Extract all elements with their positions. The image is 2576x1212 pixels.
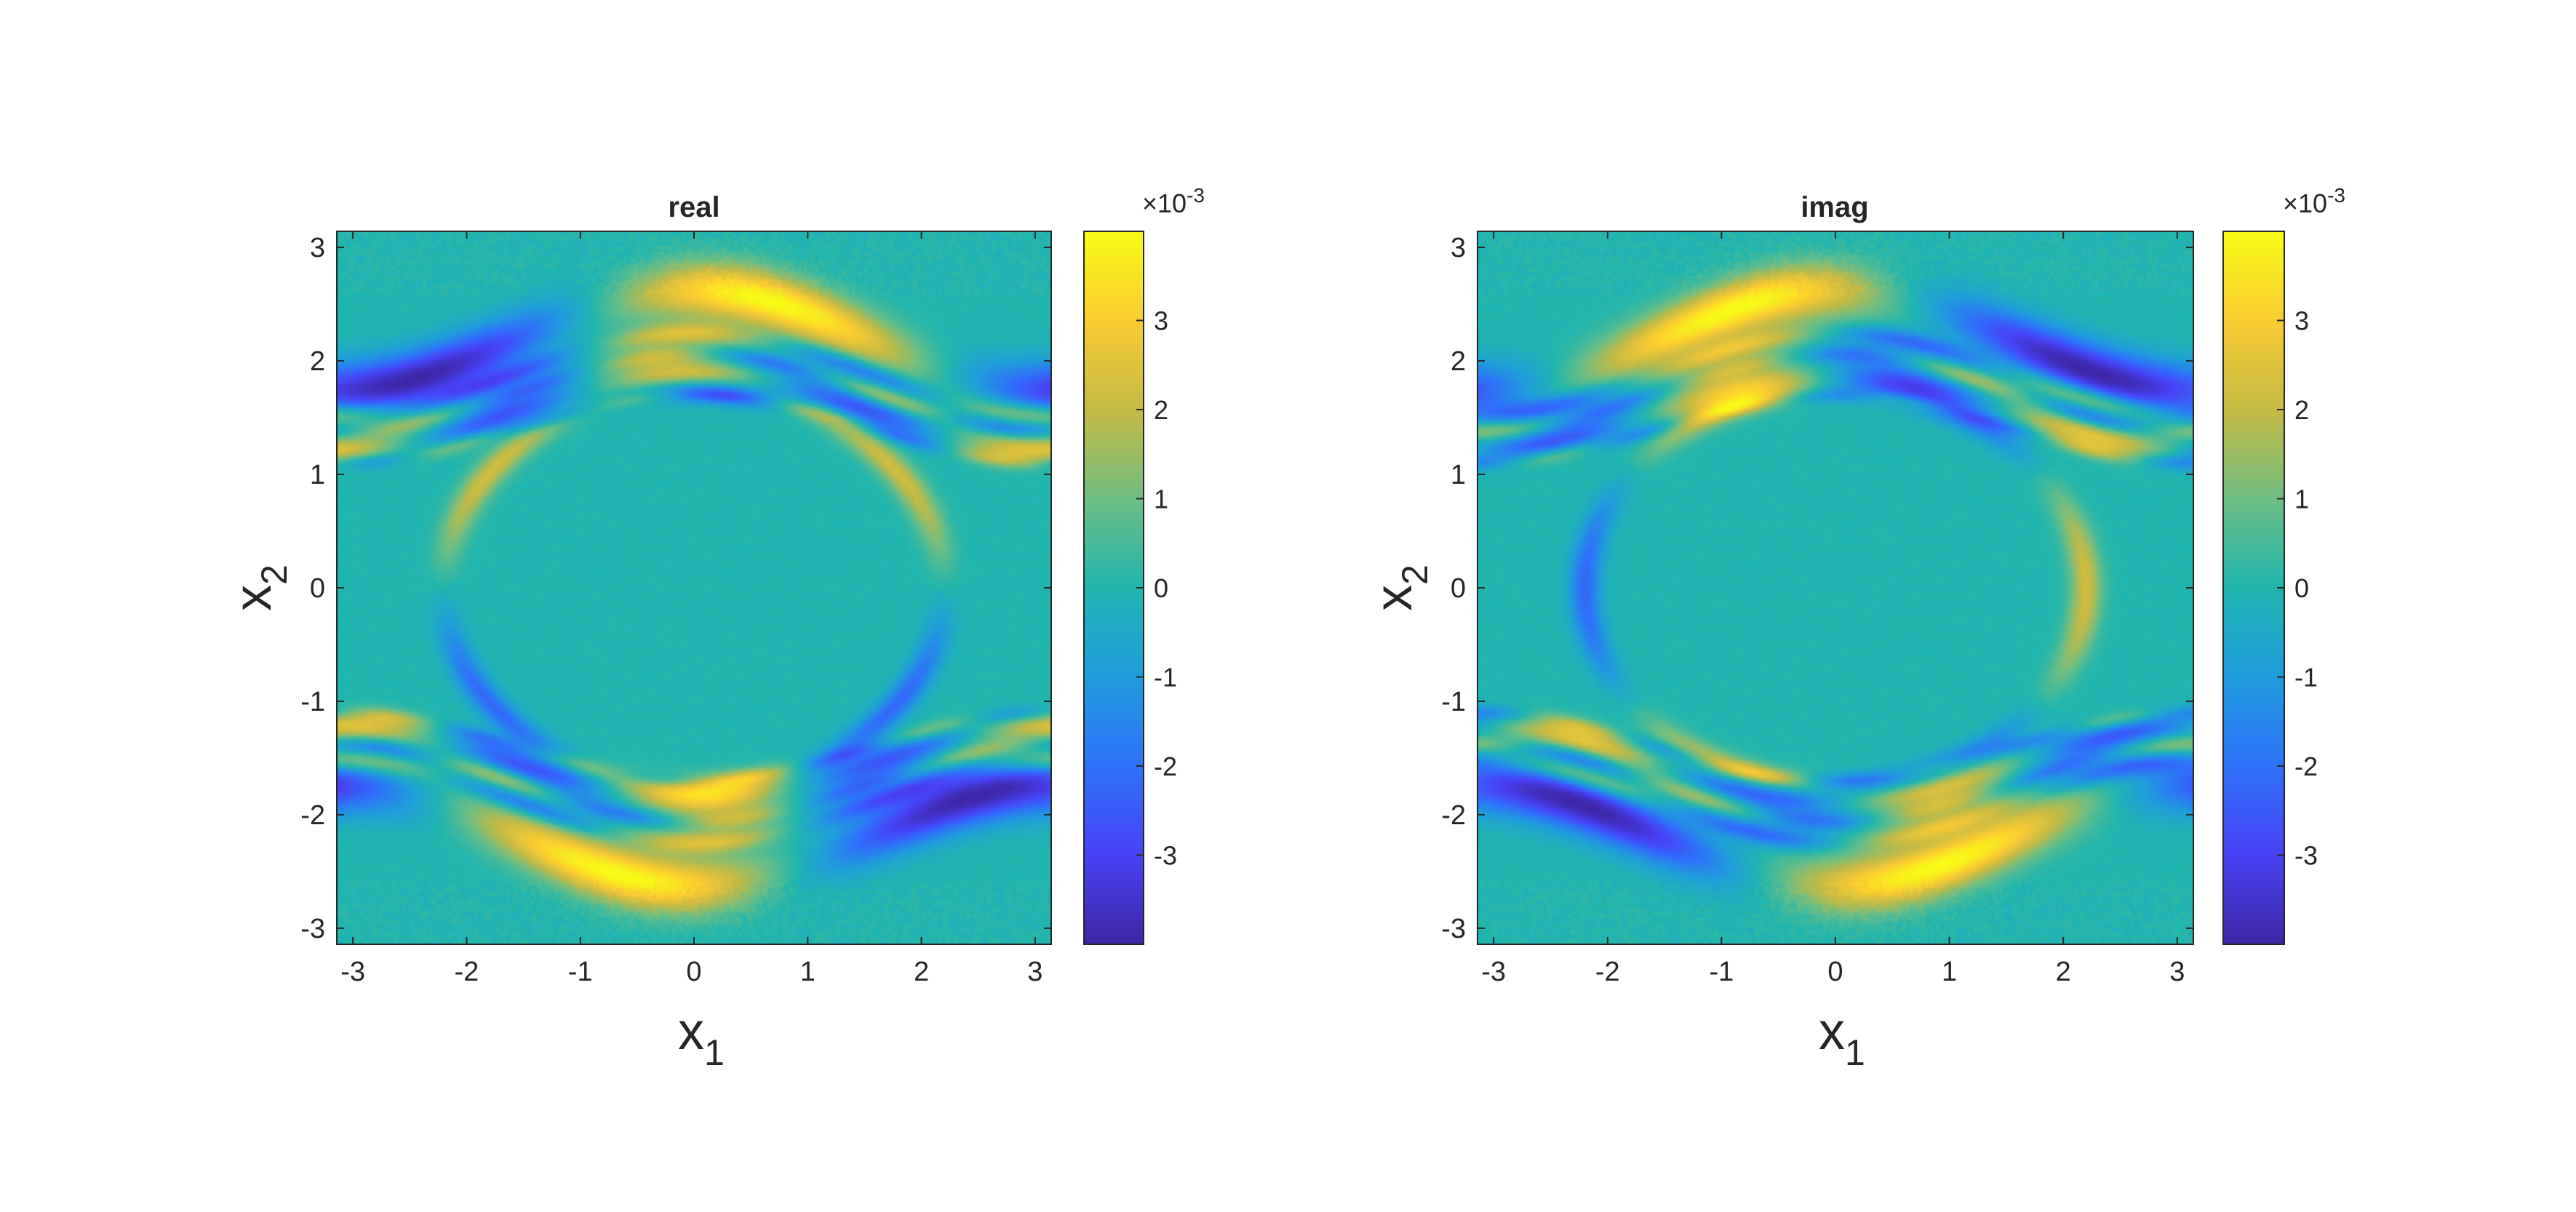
y-tick-label: 2 bbox=[310, 346, 325, 377]
colorbar-tick-label: -2 bbox=[1154, 751, 1177, 781]
heatmap-real bbox=[337, 231, 1051, 944]
colorbar-exponent-value-imag: -3 bbox=[2327, 184, 2345, 207]
colorbar-tick-label: -1 bbox=[1154, 663, 1177, 693]
x-tick-label: -2 bbox=[1595, 957, 1620, 987]
colorbar-tick-label: 2 bbox=[1154, 395, 1168, 425]
colorbar-ticks-imag: -3 -2 -1 0 1 2 3 bbox=[2277, 306, 2318, 871]
x-axis-label-real-main: x bbox=[678, 1002, 704, 1061]
colorbar-ticks-real: -3 -2 -1 0 1 2 3 bbox=[1136, 306, 1177, 871]
plot-title-imag: imag bbox=[1801, 191, 1868, 223]
colorbar-tick-label: 2 bbox=[2294, 395, 2309, 425]
y-axis-label-imag: x2 bbox=[1365, 565, 1435, 611]
x-tick-label: 0 bbox=[1827, 957, 1843, 987]
x-tick-label: 2 bbox=[2056, 957, 2071, 987]
colorbar-image-imag bbox=[2223, 231, 2284, 944]
heatmap-image-imag bbox=[1478, 231, 2193, 944]
y-tick-label: 1 bbox=[310, 460, 325, 490]
colorbar-tick-label: 0 bbox=[2294, 573, 2309, 603]
y-tick-label: -3 bbox=[1441, 914, 1466, 944]
colorbar-exponent-value-real: -3 bbox=[1187, 184, 1205, 207]
x-tick-label: 0 bbox=[686, 957, 701, 987]
y-tick-label: 0 bbox=[1451, 573, 1466, 604]
y-tick-label: -1 bbox=[1441, 687, 1466, 717]
colorbar-tick-label: -3 bbox=[2294, 841, 2318, 871]
colorbar-exponent-real: ×10-3 bbox=[1142, 184, 1205, 218]
x-tick-label: 2 bbox=[914, 957, 929, 987]
y-tick-label: -3 bbox=[300, 914, 325, 944]
x-tick-label: -1 bbox=[568, 957, 593, 987]
heatmap-imag bbox=[1478, 231, 2193, 944]
colorbar-exponent-imag: ×10-3 bbox=[2283, 184, 2345, 218]
x-axis-label-real-sub: 1 bbox=[704, 1032, 725, 1073]
y-tick-label: -2 bbox=[300, 800, 325, 831]
colorbar-tick-label: 3 bbox=[2294, 306, 2309, 336]
x-tick-label: 1 bbox=[1942, 957, 1957, 987]
x-tick-label: 3 bbox=[2169, 957, 2185, 987]
heatmap-image-real bbox=[337, 231, 1051, 944]
y-ticks-imag: -3 -2 -1 0 1 2 3 bbox=[1441, 233, 2193, 944]
y-axis-label-real: x2 bbox=[224, 565, 295, 611]
y-tick-label: 3 bbox=[1451, 233, 1466, 263]
colorbar-tick-label: 0 bbox=[1154, 573, 1168, 603]
y-tick-label: -1 bbox=[300, 687, 325, 717]
x-axis-label-imag-sub: 1 bbox=[1845, 1032, 1865, 1073]
plot-title-real: real bbox=[668, 191, 719, 223]
colorbar-tick-label: 1 bbox=[1154, 485, 1168, 514]
colorbar-tick-label: -2 bbox=[2294, 751, 2318, 781]
y-tick-label: 2 bbox=[1451, 346, 1466, 377]
colorbar-tick-label: -1 bbox=[2294, 663, 2318, 693]
x-axis-label-imag-main: x bbox=[1819, 1002, 1845, 1061]
colorbar-tick-label: -3 bbox=[1154, 841, 1177, 871]
x-axis-label-imag: x1 bbox=[1819, 1002, 1865, 1073]
y-tick-label: 1 bbox=[1451, 460, 1466, 490]
x-axis-label-real: x1 bbox=[678, 1002, 725, 1073]
y-axis-label-imag-sub: 2 bbox=[1395, 565, 1435, 585]
x-tick-label: -2 bbox=[455, 957, 479, 987]
colorbar-image-real bbox=[1084, 231, 1144, 944]
x-ticks-real: -3 -2 -1 0 1 2 3 bbox=[340, 231, 1042, 987]
y-axis-label-real-sub: 2 bbox=[254, 565, 295, 585]
x-tick-label: 1 bbox=[800, 957, 816, 987]
x-tick-label: -1 bbox=[1709, 957, 1734, 987]
y-axis-label-imag-main: x bbox=[1365, 585, 1423, 611]
y-tick-label: 0 bbox=[310, 573, 325, 604]
colorbar-tick-label: 3 bbox=[1154, 306, 1168, 336]
colorbar-exponent-prefix-imag: ×10 bbox=[2283, 188, 2327, 218]
y-tick-label: 3 bbox=[310, 233, 325, 263]
y-tick-label: -2 bbox=[1441, 800, 1466, 831]
x-tick-label: -3 bbox=[340, 957, 365, 987]
x-ticks-imag: -3 -2 -1 0 1 2 3 bbox=[1481, 231, 2185, 987]
y-axis-label-real-main: x bbox=[224, 585, 282, 611]
y-ticks-real: -3 -2 -1 0 1 2 3 bbox=[300, 233, 1051, 944]
x-tick-label: -3 bbox=[1481, 957, 1506, 987]
colorbar-tick-label: 1 bbox=[2294, 485, 2309, 514]
x-tick-label: 3 bbox=[1027, 957, 1042, 987]
colorbar-exponent-prefix-real: ×10 bbox=[1142, 188, 1187, 218]
